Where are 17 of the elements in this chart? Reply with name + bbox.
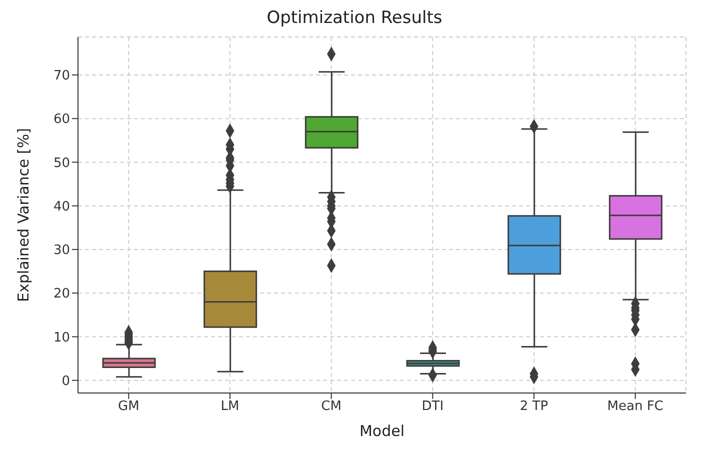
x-tick-label: Mean FC (607, 399, 664, 414)
x-tick-label: CM (321, 399, 342, 414)
y-axis-title: Explained Variance [%] (14, 128, 32, 302)
y-tick-label: 20 (53, 286, 70, 302)
y-tick-label: 60 (53, 112, 70, 128)
x-tick-label: 2 TP (520, 399, 548, 414)
x-tick-label: GM (118, 399, 140, 414)
chart-title: Optimization Results (266, 8, 444, 30)
y-tick-label: 70 (53, 68, 70, 84)
x-tick-label: LM (220, 399, 240, 414)
y-tick-label: 50 (53, 156, 70, 171)
y-tick-label: 40 (53, 199, 70, 214)
y-tick-label: 30 (53, 243, 70, 258)
y-tick-label: 10 (53, 330, 70, 346)
y-tick-label: 0 (62, 374, 70, 389)
x-axis-title: Model (359, 422, 405, 440)
x-tick-label: DTI (422, 399, 444, 414)
